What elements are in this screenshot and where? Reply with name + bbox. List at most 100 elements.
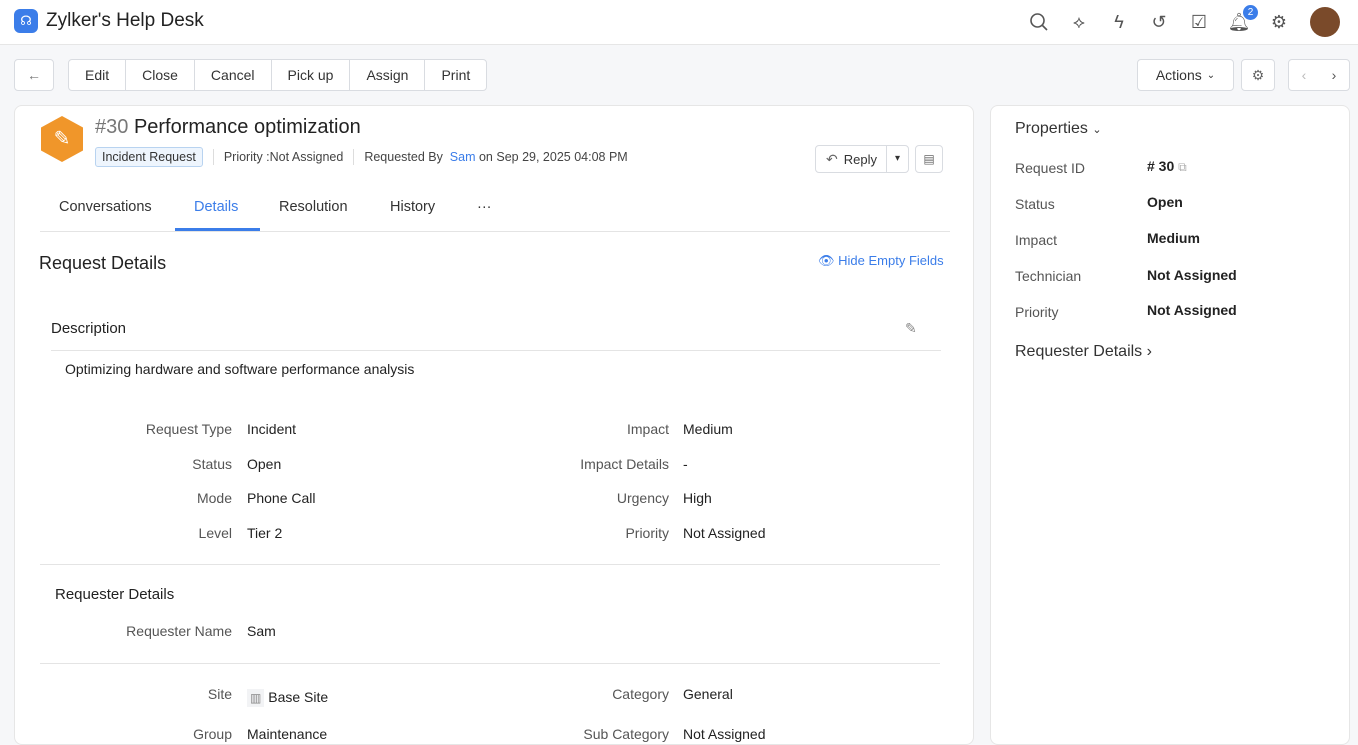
- tasks-icon[interactable]: ☑: [1190, 11, 1208, 32]
- bell-icon[interactable]: 🔔︎ 2: [1226, 5, 1258, 39]
- field-value: Maintenance: [247, 726, 328, 742]
- notes-icon: ▤: [923, 152, 935, 166]
- field-label: Priority: [625, 525, 669, 541]
- app-title: Zylker's Help Desk: [46, 10, 204, 31]
- search-icon[interactable]: [1026, 5, 1052, 39]
- field-value: High: [683, 490, 712, 506]
- field-value: Open: [247, 456, 282, 472]
- tab-more[interactable]: ···: [477, 199, 492, 215]
- property-label: Priority: [1015, 304, 1059, 320]
- property-value: # 30: [1147, 158, 1175, 174]
- close-button[interactable]: Close: [126, 60, 195, 90]
- previous-button[interactable]: ‹: [1301, 67, 1307, 83]
- properties-panel: Properties ⌄ Request ID # 30 ⧉ Status Op…: [990, 105, 1350, 745]
- reply-dropdown-chevron-icon[interactable]: ▾: [886, 146, 908, 172]
- requester-details-label: Requester Details: [1015, 343, 1143, 360]
- requester-details-heading: Requester Details: [55, 586, 175, 603]
- description-heading: Description: [51, 320, 127, 337]
- requested-date: on Sep 29, 2025 04:08 PM: [478, 150, 628, 164]
- chevron-down-icon: ⌄: [1206, 69, 1216, 81]
- settings-edit-button[interactable]: ⚙: [1241, 59, 1275, 91]
- eye-slash-icon: 👁︎: [818, 253, 835, 268]
- priority-meta: Priority :Not Assigned: [223, 150, 344, 164]
- actions-dropdown[interactable]: Actions ⌄: [1137, 59, 1234, 91]
- field-label: Level: [198, 525, 232, 541]
- building-icon: ▥: [247, 689, 265, 707]
- hide-empty-fields-link[interactable]: 👁︎ Hide Empty Fields: [818, 253, 944, 269]
- tab-history[interactable]: History: [390, 199, 436, 215]
- reply-button[interactable]: ↶ Reply ▾: [815, 145, 909, 173]
- pager: ‹ ›: [1288, 59, 1350, 91]
- request-type-tag: Incident Request: [95, 147, 203, 167]
- description-text: Optimizing hardware and software perform…: [65, 361, 415, 377]
- field-value: Not Assigned: [683, 726, 766, 742]
- property-value[interactable]: Not Assigned: [1147, 302, 1237, 318]
- print-button[interactable]: Print: [441, 67, 471, 83]
- assign-button[interactable]: Assign: [350, 60, 426, 90]
- requester-details-toggle[interactable]: Requester Details ›: [1015, 343, 1152, 361]
- field-value: -: [683, 456, 688, 472]
- hide-empty-label: Hide Empty Fields: [838, 253, 944, 268]
- pickup-button[interactable]: Pick up: [272, 60, 351, 90]
- tab-details[interactable]: Details: [194, 199, 239, 215]
- request-details-heading: Request Details: [39, 253, 167, 273]
- reply-label: Reply: [843, 151, 877, 167]
- field-label: Site: [207, 686, 232, 702]
- field-label: Mode: [196, 490, 232, 506]
- field-value: Tier 2: [247, 525, 283, 541]
- actions-label: Actions: [1155, 67, 1202, 83]
- next-button[interactable]: ›: [1331, 67, 1337, 83]
- notes-button[interactable]: ▤: [915, 145, 943, 173]
- history-icon[interactable]: ↺: [1151, 11, 1167, 32]
- properties-toggle[interactable]: Properties ⌄: [1015, 120, 1102, 138]
- field-value: Incident: [247, 421, 297, 437]
- field-label: Requester Name: [126, 623, 232, 639]
- arrow-left-icon: ←: [27, 67, 41, 83]
- copy-icon[interactable]: ⧉: [1178, 160, 1187, 174]
- request-number: #30: [95, 116, 129, 138]
- tab-conversations[interactable]: Conversations: [59, 199, 152, 215]
- property-label: Status: [1015, 196, 1055, 212]
- gear-edit-icon: ⚙: [1251, 66, 1265, 83]
- request-title: Performance optimization: [133, 116, 361, 138]
- property-label: Impact: [1015, 232, 1058, 248]
- field-label: Group: [193, 726, 232, 742]
- edit-button[interactable]: Edit: [69, 60, 127, 90]
- active-tab-indicator: [175, 228, 260, 231]
- new-ticket-icon[interactable]: ⟡: [1073, 11, 1085, 32]
- request-card: ✎ #30 Performance optimization Incident …: [14, 105, 974, 745]
- action-button-group: Edit Close Cancel Pick up Assign Print: [68, 59, 488, 91]
- field-label: Category: [612, 686, 669, 702]
- requester-link[interactable]: Sam: [449, 150, 476, 164]
- ticket-icon: ✎: [41, 116, 83, 162]
- field-value: Base Site: [268, 689, 329, 705]
- notification-badge: 2: [1243, 5, 1258, 20]
- back-button[interactable]: ←: [14, 59, 54, 91]
- chevron-right-icon: ›: [1146, 343, 1152, 360]
- field-value: Medium: [683, 421, 733, 437]
- field-label: Impact Details: [580, 456, 669, 472]
- avatar[interactable]: [1310, 7, 1340, 37]
- field-label: Impact: [626, 421, 669, 437]
- field-label: Urgency: [616, 490, 669, 506]
- field-value: General: [683, 686, 733, 702]
- edit-pencil-icon[interactable]: ✎: [905, 320, 917, 336]
- lightning-icon[interactable]: ϟ: [1114, 11, 1124, 32]
- field-label: Request Type: [145, 421, 232, 437]
- requested-by-label: Requested By: [364, 150, 443, 164]
- property-label: Request ID: [1015, 160, 1086, 176]
- property-value[interactable]: Medium: [1147, 230, 1200, 246]
- property-value[interactable]: Open: [1147, 194, 1183, 210]
- helpdesk-logo-icon: ☊: [14, 9, 38, 33]
- chevron-down-icon: ⌄: [1092, 124, 1102, 136]
- top-bar: ☊ Zylker's Help Desk ⟡ ϟ ↺ ☑ 🔔︎ 2 ⚙: [0, 0, 1358, 45]
- reply-icon: ↶: [826, 150, 838, 167]
- field-label: Sub Category: [583, 726, 669, 742]
- field-value: Phone Call: [247, 490, 316, 506]
- field-label: Status: [192, 456, 232, 472]
- property-value[interactable]: Not Assigned: [1147, 267, 1237, 283]
- property-label: Technician: [1015, 268, 1082, 284]
- gear-icon[interactable]: ⚙: [1270, 11, 1288, 32]
- tab-resolution[interactable]: Resolution: [279, 199, 348, 215]
- cancel-button[interactable]: Cancel: [195, 60, 272, 90]
